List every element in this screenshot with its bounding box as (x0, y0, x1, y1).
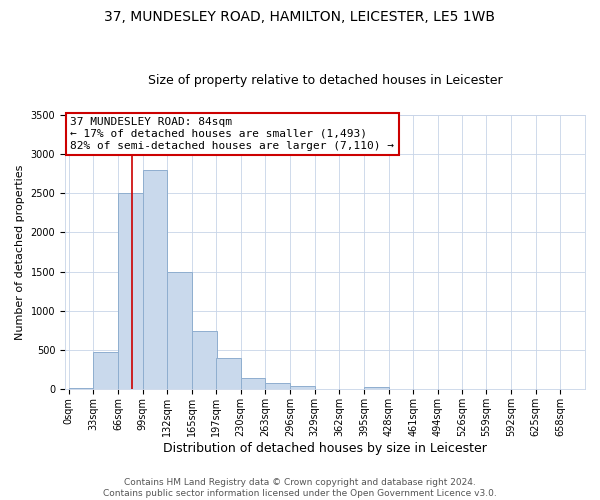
Text: Contains HM Land Registry data © Crown copyright and database right 2024.
Contai: Contains HM Land Registry data © Crown c… (103, 478, 497, 498)
X-axis label: Distribution of detached houses by size in Leicester: Distribution of detached houses by size … (163, 442, 487, 455)
Text: 37 MUNDESLEY ROAD: 84sqm
← 17% of detached houses are smaller (1,493)
82% of sem: 37 MUNDESLEY ROAD: 84sqm ← 17% of detach… (70, 118, 394, 150)
Bar (192, 330, 217, 390)
Bar (364, 387, 389, 390)
Bar (216, 358, 241, 390)
Bar (241, 378, 265, 390)
Title: Size of property relative to detached houses in Leicester: Size of property relative to detached ho… (148, 74, 502, 87)
Bar (167, 272, 192, 390)
Bar (143, 170, 167, 390)
Y-axis label: Number of detached properties: Number of detached properties (15, 164, 25, 340)
Bar (118, 193, 143, 390)
Bar (94, 352, 118, 390)
Bar (69, 388, 94, 390)
Text: 37, MUNDESLEY ROAD, HAMILTON, LEICESTER, LE5 1WB: 37, MUNDESLEY ROAD, HAMILTON, LEICESTER,… (104, 10, 496, 24)
Bar (265, 383, 290, 390)
Bar (290, 386, 314, 390)
